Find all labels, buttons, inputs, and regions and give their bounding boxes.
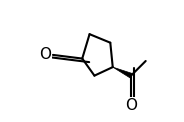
Text: O: O	[39, 47, 51, 62]
Polygon shape	[113, 67, 132, 78]
Text: O: O	[125, 98, 137, 113]
